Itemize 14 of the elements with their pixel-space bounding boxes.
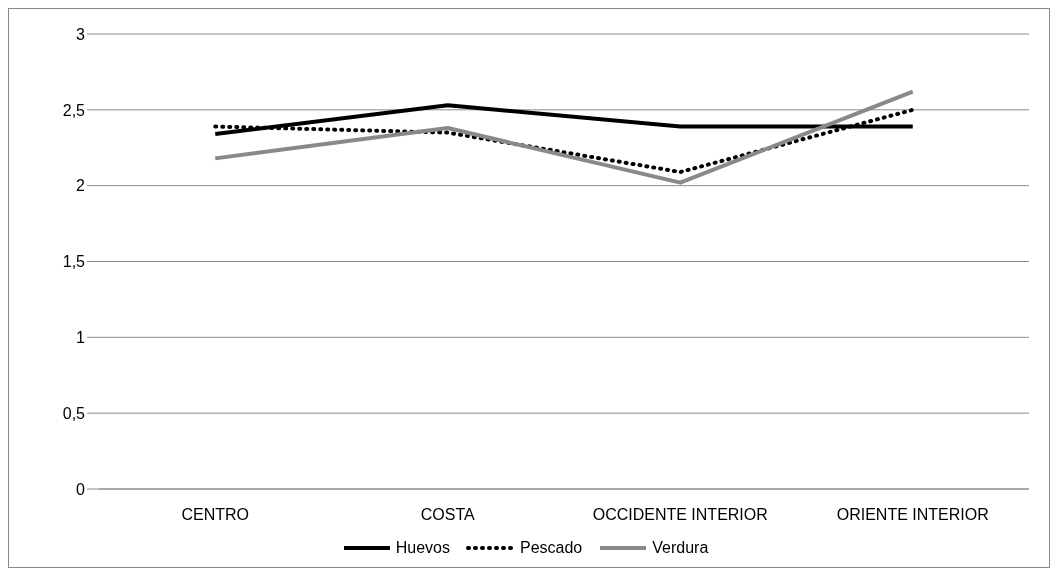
x-tick-label: COSTA [420, 506, 476, 524]
legend-label: Verdura [652, 539, 709, 557]
y-tick-label: 1,5 [62, 253, 86, 271]
y-tick-label: 0,5 [62, 404, 86, 422]
y-tick-label: 2,5 [62, 101, 86, 119]
y-tick-label: 3 [76, 25, 86, 43]
y-tick-label: 1 [76, 329, 86, 347]
x-tick-label: OCCIDENTE INTERIOR [592, 506, 768, 524]
y-tick-label: 0 [76, 480, 86, 498]
x-tick-label: ORIENTE INTERIOR [836, 506, 989, 524]
x-tick-label: CENTRO [181, 506, 250, 524]
y-tick-label: 2 [76, 177, 86, 195]
legend-label: Pescado [519, 539, 583, 557]
legend-label: Huevos [395, 539, 450, 557]
